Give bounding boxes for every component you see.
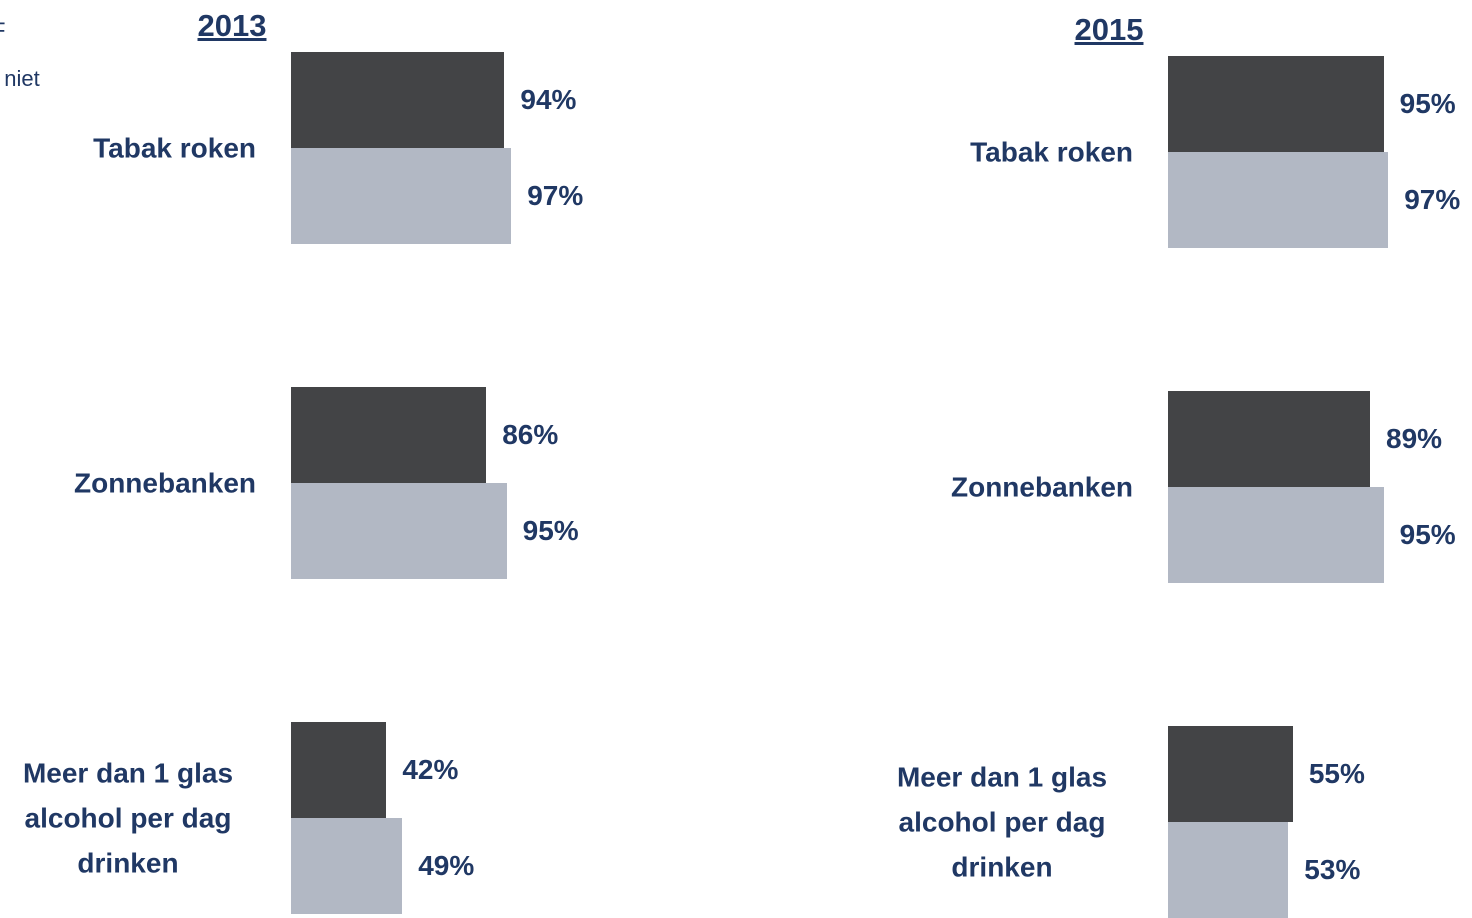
bar bbox=[291, 483, 507, 579]
value-label: 86% bbox=[502, 419, 559, 450]
value-label: 55% bbox=[1308, 758, 1365, 789]
value-label: 53% bbox=[1304, 854, 1361, 885]
value-label: 95% bbox=[1399, 88, 1456, 119]
bar bbox=[1168, 391, 1371, 487]
bar bbox=[291, 722, 387, 818]
value-label: 49% bbox=[418, 850, 475, 881]
value-label: 94% bbox=[520, 84, 577, 115]
bar bbox=[291, 387, 487, 483]
value-label: 97% bbox=[1404, 184, 1461, 215]
clipped-legend-text: t niet bbox=[0, 66, 40, 91]
category-label: Meer dan 1 glas alcohol per dag drinken bbox=[896, 761, 1108, 883]
category-label: Meer dan 1 glas alcohol per dag drinken bbox=[22, 757, 234, 879]
bar bbox=[1168, 152, 1389, 248]
bar bbox=[291, 52, 505, 148]
bar bbox=[291, 148, 512, 244]
category-label: Tabak roken bbox=[970, 136, 1133, 168]
category-label: Zonnebanken bbox=[73, 467, 256, 499]
value-label: 95% bbox=[1399, 519, 1456, 550]
chart-title: 2015 bbox=[1074, 12, 1144, 47]
value-label: 89% bbox=[1386, 423, 1443, 454]
bar bbox=[291, 818, 403, 914]
bar bbox=[1168, 487, 1384, 583]
clipped-legend-text: F bbox=[0, 18, 5, 44]
bar bbox=[1168, 726, 1293, 822]
value-label: 97% bbox=[527, 180, 584, 211]
bar bbox=[1168, 56, 1384, 152]
value-label: 95% bbox=[522, 515, 579, 546]
bar bbox=[1168, 822, 1289, 918]
category-label: Zonnebanken bbox=[950, 471, 1133, 503]
value-label: 42% bbox=[402, 754, 459, 785]
chart-title: 2013 bbox=[197, 8, 267, 43]
category-label: Tabak roken bbox=[93, 132, 256, 164]
